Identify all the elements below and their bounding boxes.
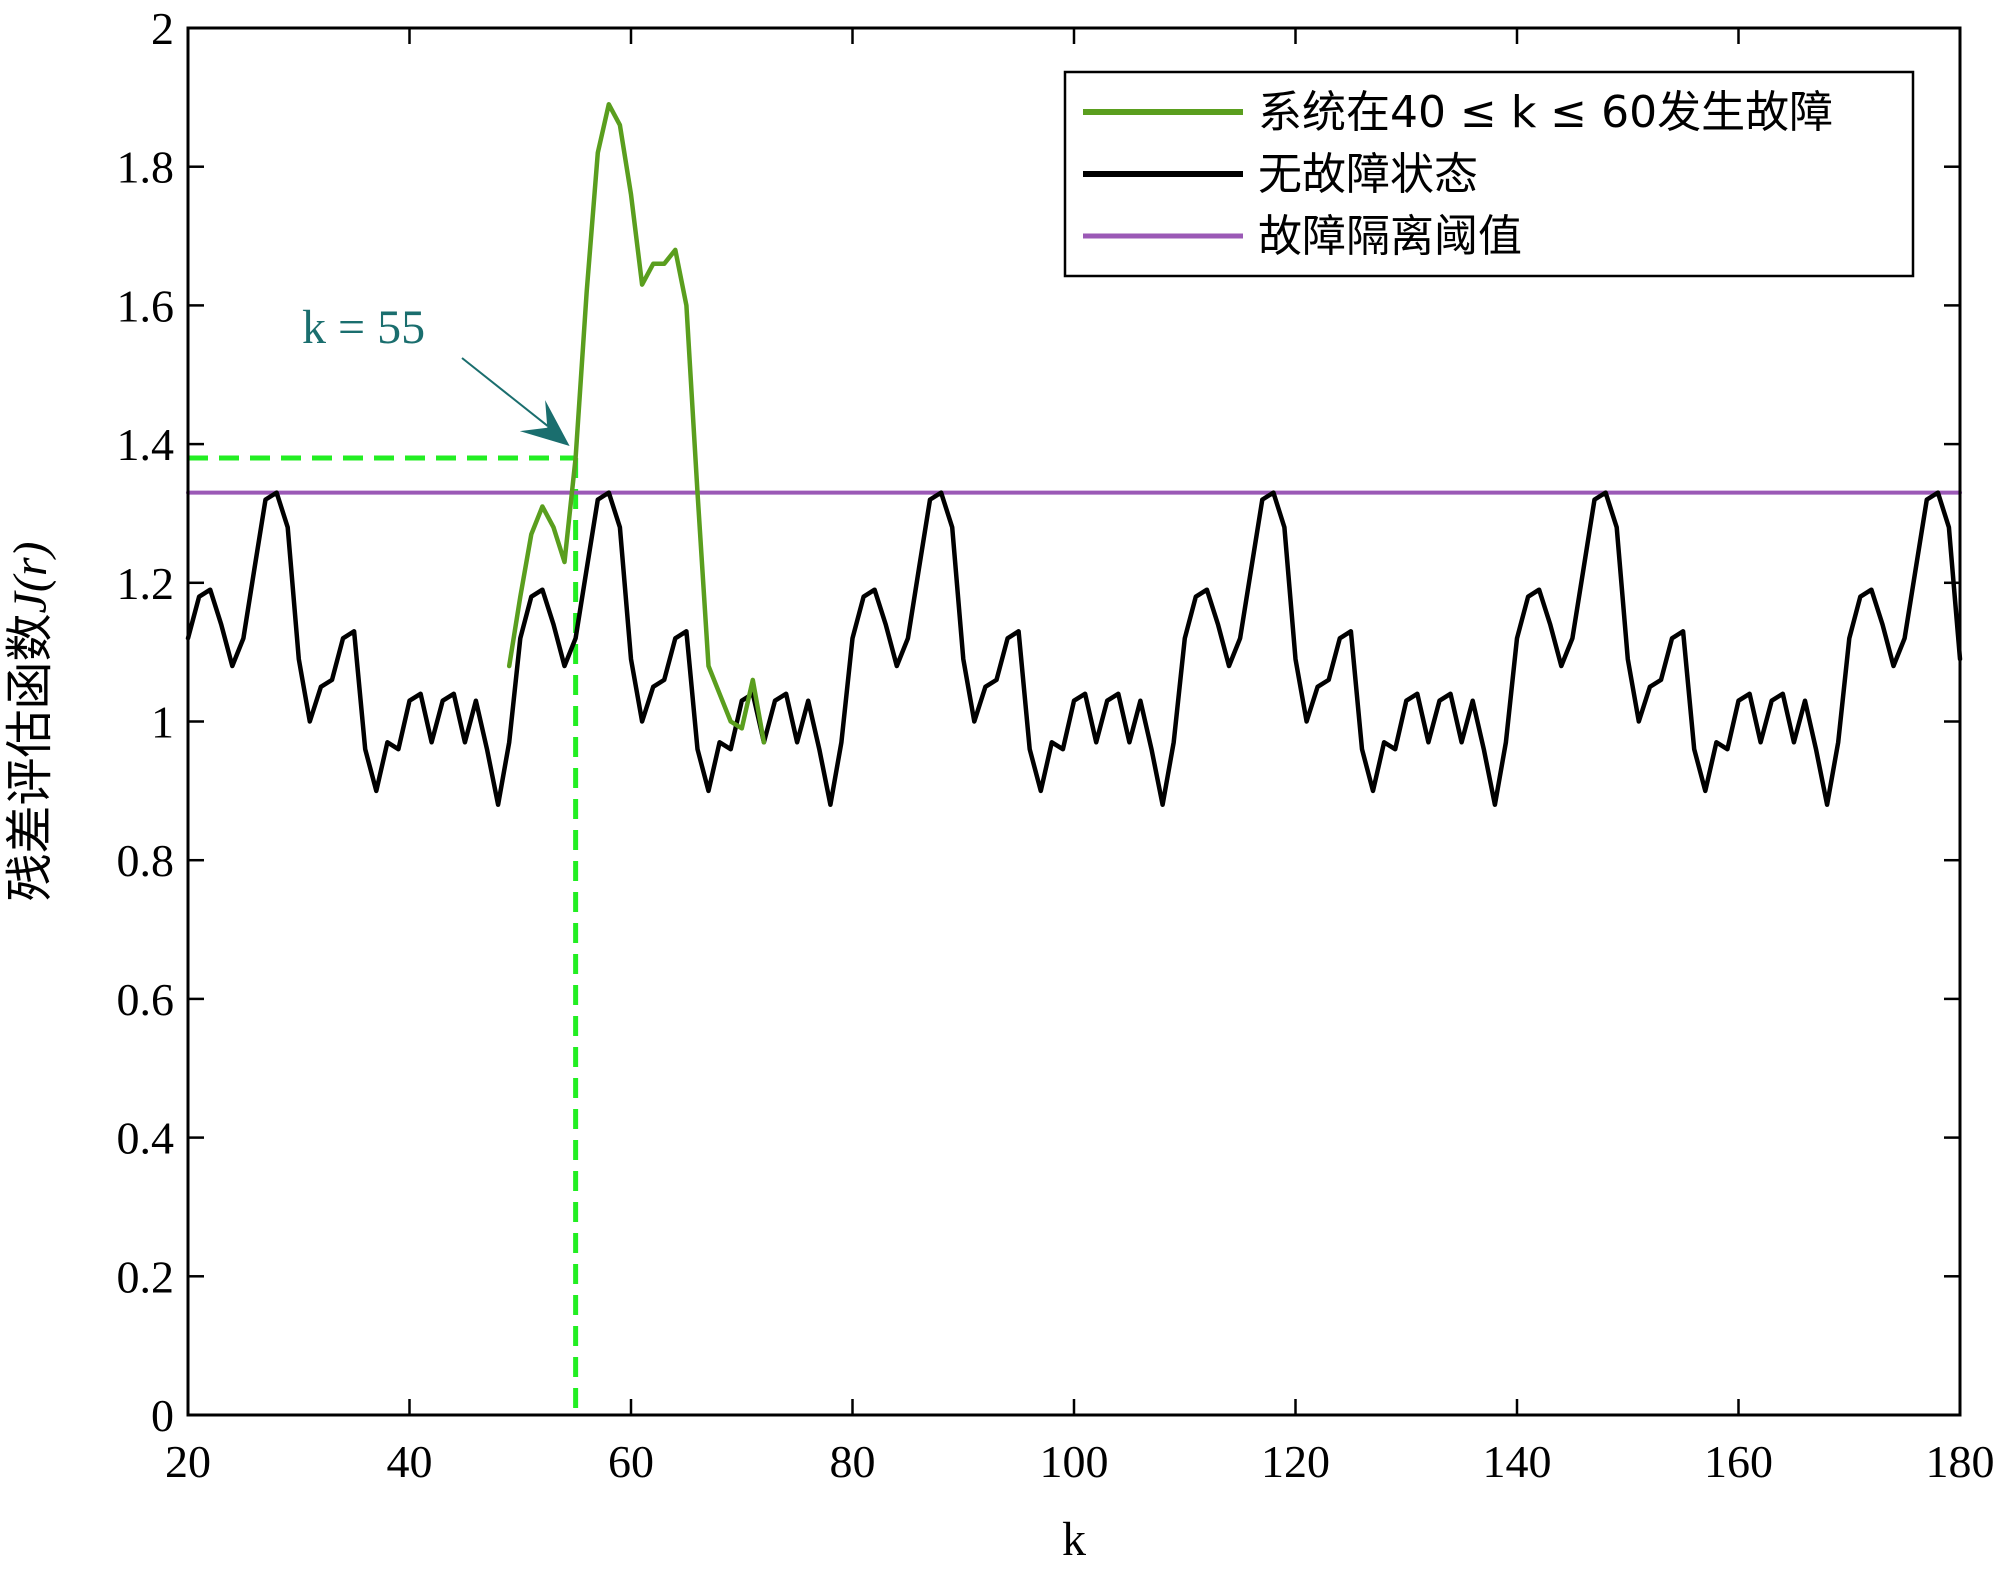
y-axis-label-math: J(r) <box>4 542 57 614</box>
annotation: k = 55 <box>302 301 570 446</box>
x-tick-label: 80 <box>830 1436 876 1487</box>
y-axis-label-text: 残差评估函数 <box>4 613 57 901</box>
y-tick-label: 1.4 <box>117 419 175 470</box>
y-tick-label: 1 <box>151 697 174 748</box>
x-tick-label: 180 <box>1926 1436 1995 1487</box>
x-tick-label: 100 <box>1040 1436 1109 1487</box>
axis-ticks <box>186 26 1962 1417</box>
annotation-guides <box>188 455 579 1415</box>
x-tick-label: 60 <box>608 1436 654 1487</box>
x-tick-label: 40 <box>387 1436 433 1487</box>
legend-item-fault-label: 系统在40 ≤ k ≤ 60发生故障 <box>1258 87 1833 138</box>
x-axis-label: k <box>1062 1513 1086 1566</box>
y-tick-label: 1.6 <box>117 280 175 331</box>
x-tick-label: 20 <box>165 1436 211 1487</box>
series-normal-line <box>185 490 1963 807</box>
y-tick-label: 0 <box>151 1390 174 1441</box>
x-tick-label: 140 <box>1483 1436 1552 1487</box>
y-tick-labels: 0 0.2 0.4 0.6 0.8 1 1.2 1.4 1.6 1.8 2 <box>117 3 175 1441</box>
legend-item-threshold-label: 故障隔离阈值 <box>1258 211 1522 262</box>
x-tick-label: 160 <box>1704 1436 1773 1487</box>
y-tick-label: 1.8 <box>117 142 175 193</box>
y-tick-label: 0.4 <box>117 1113 175 1164</box>
y-axis-label: 残差评估函数J(r) <box>4 542 57 902</box>
y-tick-label: 0.2 <box>117 1251 175 1302</box>
x-tick-label: 120 <box>1261 1436 1330 1487</box>
y-tick-label: 2 <box>151 3 174 54</box>
annotation-arrowhead <box>519 400 570 446</box>
series-fault-line <box>506 102 767 745</box>
annotation-text: k = 55 <box>302 301 425 354</box>
annotation-arrow <box>461 357 549 427</box>
y-tick-label: 1.2 <box>117 558 175 609</box>
legend-item-normal-label: 无故障状态 <box>1258 149 1478 200</box>
plot-series <box>185 102 1963 807</box>
y-tick-label: 0.8 <box>117 835 175 886</box>
x-tick-labels: 20 40 60 80 100 120 140 160 180 <box>165 1436 1995 1487</box>
y-tick-label: 0.6 <box>117 974 175 1025</box>
